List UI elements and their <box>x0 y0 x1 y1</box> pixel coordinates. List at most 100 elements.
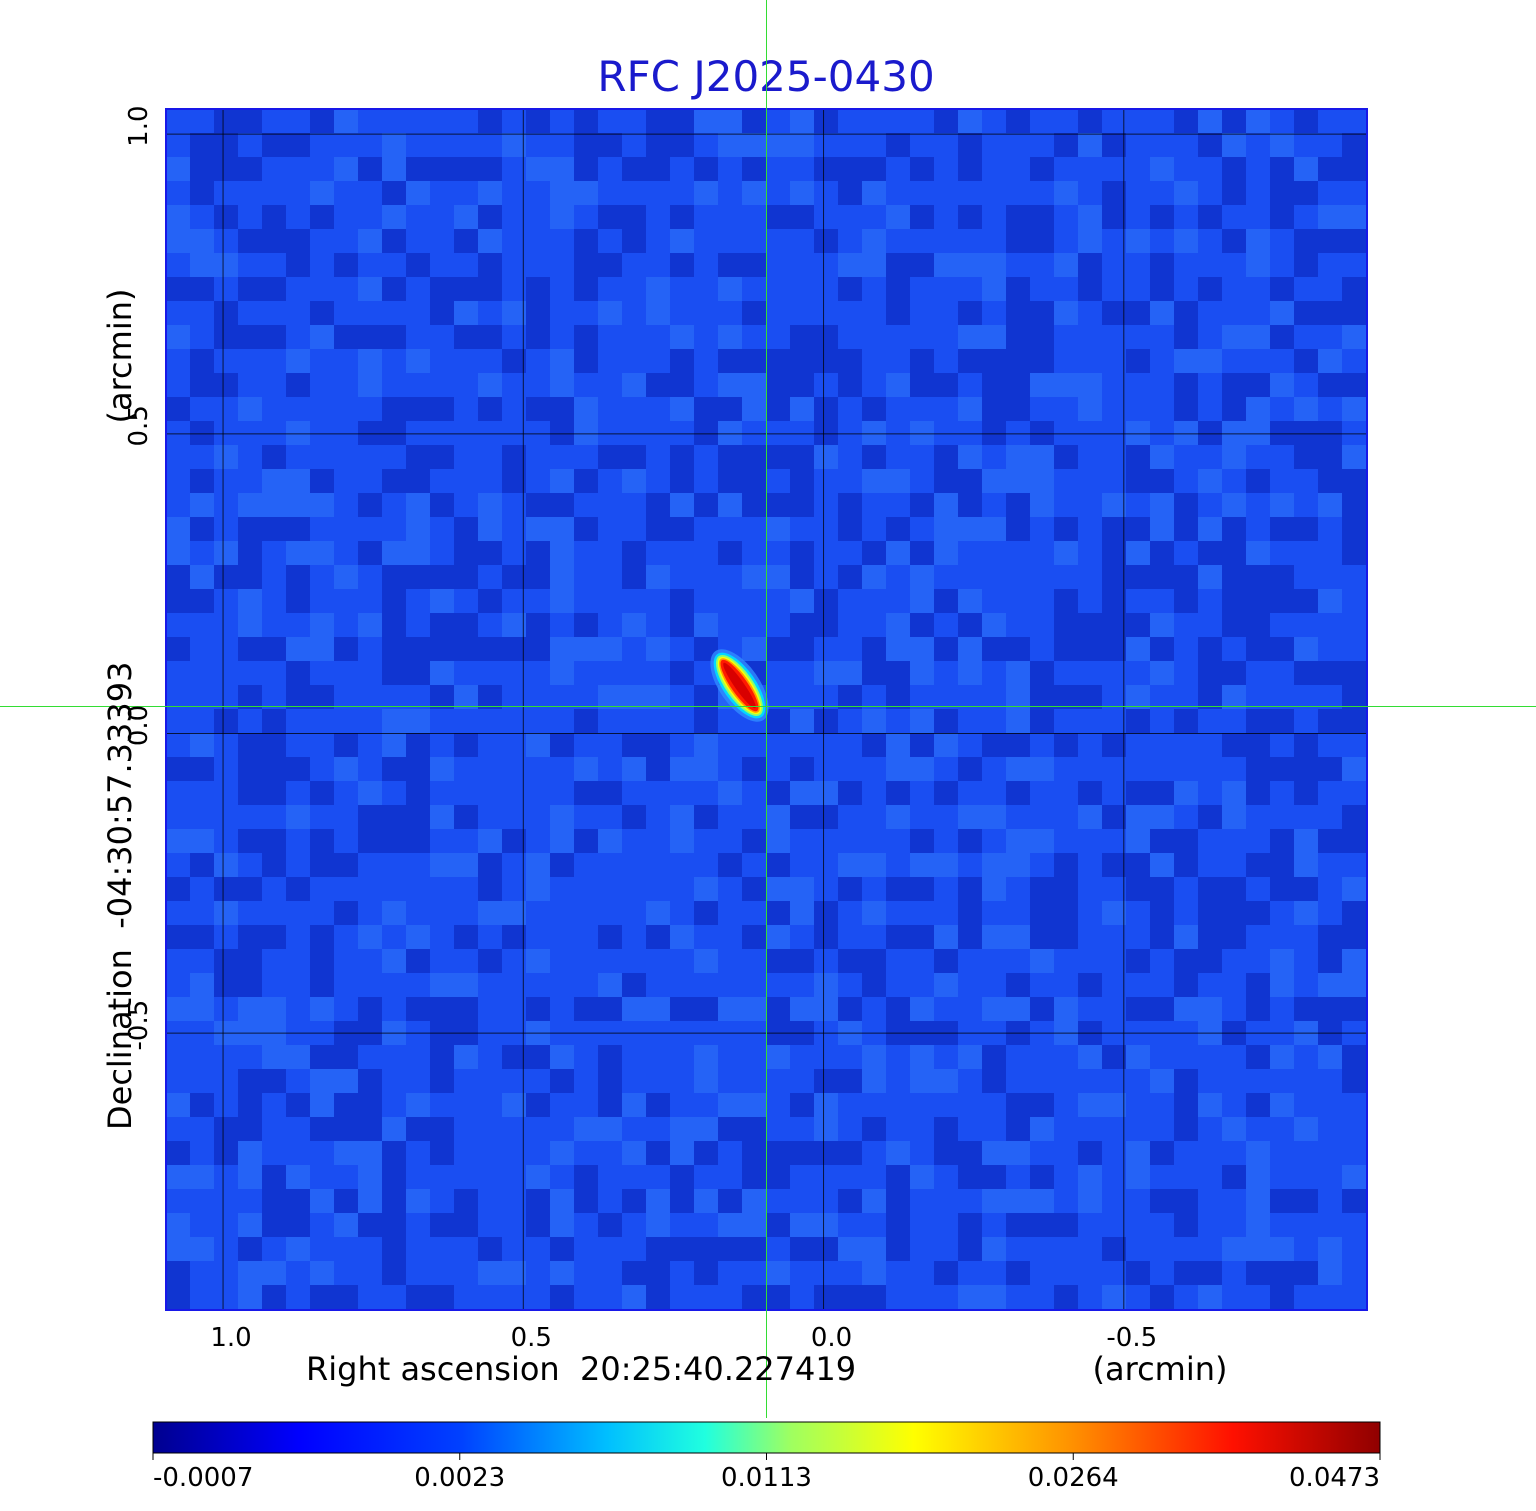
noise-cell <box>982 805 1006 829</box>
noise-cell <box>814 973 838 997</box>
noise-cell <box>382 1165 406 1189</box>
noise-cell <box>1222 613 1246 637</box>
noise-cell <box>886 733 910 757</box>
noise-cell <box>862 853 886 877</box>
noise-cell <box>190 733 214 757</box>
noise-cell <box>262 1309 286 1310</box>
noise-cell <box>694 181 718 205</box>
noise-cell <box>1078 109 1102 133</box>
noise-cell <box>1126 349 1150 373</box>
noise-cell <box>742 1117 766 1141</box>
noise-cell <box>478 637 502 661</box>
noise-cell <box>1294 1261 1318 1285</box>
noise-cell <box>214 901 238 925</box>
noise-cell <box>622 205 646 229</box>
noise-cell <box>454 1045 478 1069</box>
noise-cell <box>694 493 718 517</box>
noise-cell <box>862 1069 886 1093</box>
noise-cell <box>526 853 550 877</box>
noise-cell <box>1246 541 1270 565</box>
noise-cell <box>382 1213 406 1237</box>
noise-cell <box>310 493 334 517</box>
noise-cell <box>382 1261 406 1285</box>
noise-cell <box>838 565 862 589</box>
noise-cell <box>286 1165 310 1189</box>
noise-cell <box>382 325 406 349</box>
noise-cell <box>550 205 574 229</box>
noise-cell <box>646 373 670 397</box>
noise-cell <box>454 997 478 1021</box>
noise-cell <box>1078 781 1102 805</box>
noise-cell <box>526 997 550 1021</box>
noise-cell <box>1270 205 1294 229</box>
noise-cell <box>886 1189 910 1213</box>
noise-cell <box>934 925 958 949</box>
noise-cell <box>214 445 238 469</box>
noise-cell <box>1126 685 1150 709</box>
noise-cell <box>1174 397 1198 421</box>
noise-cell <box>478 205 502 229</box>
noise-cell <box>646 1237 670 1261</box>
noise-cell <box>790 949 814 973</box>
noise-cell <box>550 397 574 421</box>
noise-cell <box>1126 517 1150 541</box>
noise-cell <box>262 325 286 349</box>
noise-cell <box>1150 1141 1174 1165</box>
noise-cell <box>982 925 1006 949</box>
noise-cell <box>502 925 526 949</box>
noise-cell <box>1078 685 1102 709</box>
noise-cell <box>910 997 934 1021</box>
colorbar-tick-label: 0.0023 <box>414 1463 505 1493</box>
noise-cell <box>406 1285 430 1309</box>
y-tick-label: 1.0 <box>124 105 154 146</box>
noise-cell <box>694 1069 718 1093</box>
noise-cell <box>406 757 430 781</box>
noise-cell <box>886 685 910 709</box>
noise-cell <box>430 301 454 325</box>
noise-cell <box>622 1285 646 1309</box>
noise-cell <box>1102 1093 1126 1117</box>
noise-cell <box>1126 877 1150 901</box>
noise-cell <box>1342 973 1366 997</box>
noise-cell <box>1150 805 1174 829</box>
noise-cell <box>1054 637 1078 661</box>
noise-cell <box>1030 1093 1054 1117</box>
noise-cell <box>406 1093 430 1117</box>
noise-cell <box>694 877 718 901</box>
noise-cell <box>238 589 262 613</box>
noise-cell <box>166 877 190 901</box>
noise-cell <box>1198 805 1222 829</box>
noise-cell <box>1366 541 1367 565</box>
noise-cell <box>862 1117 886 1141</box>
noise-cell <box>310 973 334 997</box>
noise-cell <box>718 997 742 1021</box>
crosshair <box>0 0 1536 1418</box>
noise-cell <box>790 493 814 517</box>
noise-cell <box>1318 469 1342 493</box>
noise-cell <box>790 133 814 157</box>
noise-cell <box>214 877 238 901</box>
noise-cell <box>1174 589 1198 613</box>
noise-cell <box>1078 277 1102 301</box>
noise-cell <box>742 181 766 205</box>
noise-cell <box>382 805 406 829</box>
noise-cell <box>790 1213 814 1237</box>
noise-cell <box>766 205 790 229</box>
noise-cell <box>382 613 406 637</box>
noise-cell <box>1078 205 1102 229</box>
noise-cell <box>478 277 502 301</box>
noise-cell <box>934 541 958 565</box>
noise-cell <box>550 1189 574 1213</box>
noise-cell <box>838 781 862 805</box>
noise-cell <box>238 277 262 301</box>
noise-cell <box>1270 877 1294 901</box>
noise-cell <box>1006 733 1030 757</box>
noise-cell <box>286 373 310 397</box>
noise-cell <box>262 229 286 253</box>
noise-cell <box>958 397 982 421</box>
noise-cell <box>526 733 550 757</box>
noise-cell <box>574 229 598 253</box>
noise-cell <box>358 1165 382 1189</box>
noise-cell <box>982 853 1006 877</box>
noise-cell <box>502 901 526 925</box>
